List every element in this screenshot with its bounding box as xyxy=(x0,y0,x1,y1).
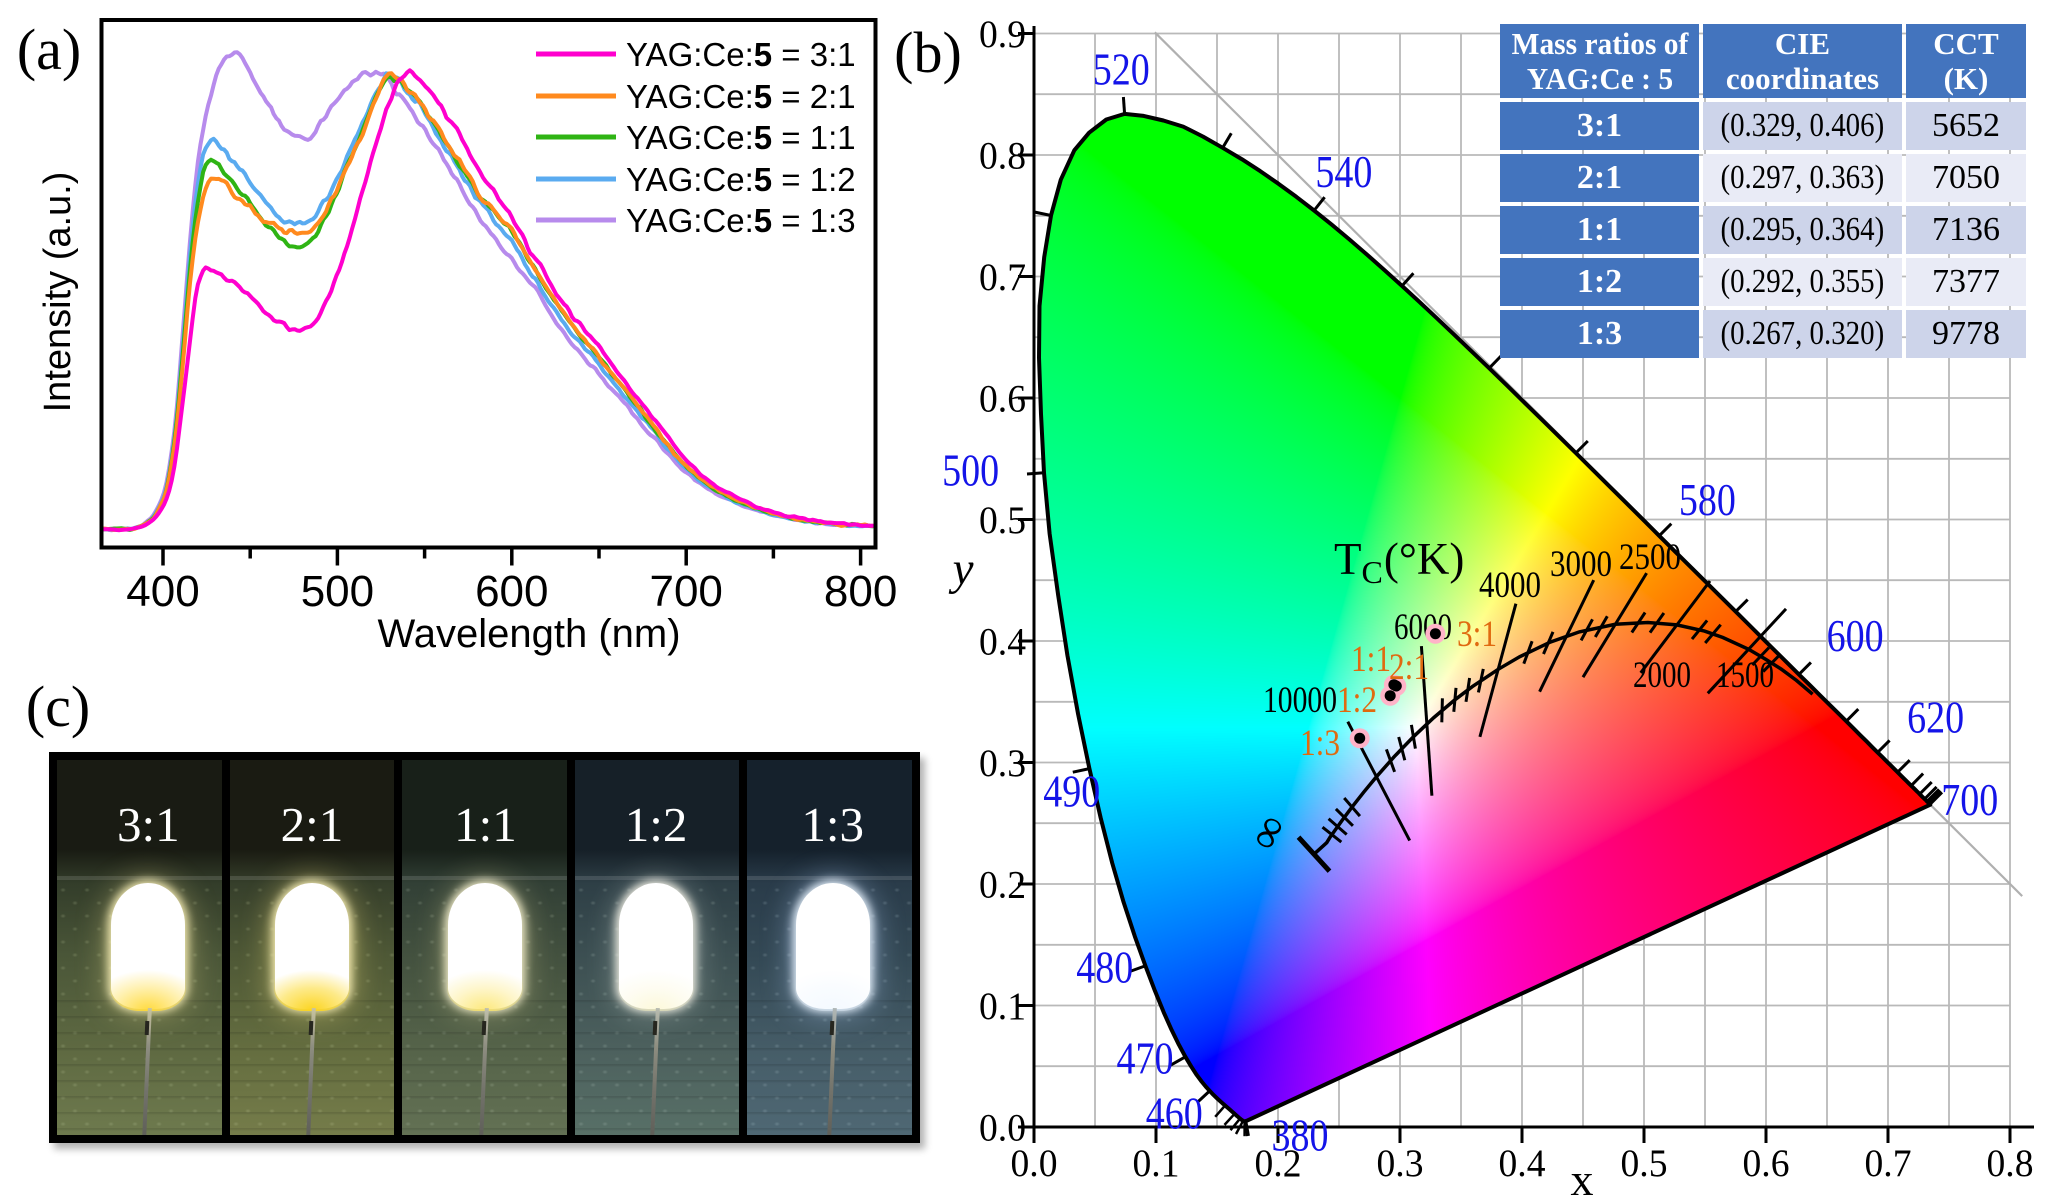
svg-text:3000: 3000 xyxy=(1550,544,1612,585)
svg-text:540: 540 xyxy=(1315,146,1372,197)
svg-text:0.0: 0.0 xyxy=(1011,1142,1058,1185)
svg-text:y: y xyxy=(949,543,974,595)
svg-text:x: x xyxy=(1571,1154,1594,1204)
svg-text:490: 490 xyxy=(1043,765,1100,816)
svg-text:0.8: 0.8 xyxy=(1987,1142,2034,1185)
svg-text:0.3: 0.3 xyxy=(979,742,1026,785)
svg-text:0.9: 0.9 xyxy=(979,13,1026,56)
svg-text:700: 700 xyxy=(1941,774,1998,825)
svg-text:500: 500 xyxy=(301,567,374,616)
svg-text:2000: 2000 xyxy=(1633,655,1691,696)
svg-text:0.1: 0.1 xyxy=(1133,1142,1180,1185)
svg-text:10000: 10000 xyxy=(1263,680,1337,721)
svg-text:0.4: 0.4 xyxy=(979,621,1026,664)
svg-text:470: 470 xyxy=(1117,1033,1174,1084)
svg-text:2500: 2500 xyxy=(1619,537,1681,578)
svg-text:500: 500 xyxy=(942,445,999,496)
svg-text:0.2: 0.2 xyxy=(1255,1142,1302,1185)
svg-text:480: 480 xyxy=(1076,942,1133,993)
svg-text:1500: 1500 xyxy=(1716,655,1774,696)
svg-text:0.0: 0.0 xyxy=(979,1107,1026,1150)
svg-text:0.5: 0.5 xyxy=(979,499,1026,542)
svg-text:520: 520 xyxy=(1093,44,1150,95)
svg-text:YAG:Ce:5 = 1:1: YAG:Ce:5 = 1:1 xyxy=(626,119,856,156)
svg-text:TC(°K): TC(°K) xyxy=(1334,534,1464,590)
svg-text:800: 800 xyxy=(824,567,897,616)
svg-text:1:2: 1:2 xyxy=(1337,680,1377,721)
svg-text:0.3: 0.3 xyxy=(1377,1142,1424,1185)
svg-text:600: 600 xyxy=(475,567,548,616)
svg-text:2:1: 2:1 xyxy=(1389,647,1429,688)
svg-text:(a): (a) xyxy=(17,17,81,82)
svg-text:3:1: 3:1 xyxy=(1457,614,1497,655)
svg-text:1:3: 1:3 xyxy=(1300,723,1340,764)
svg-text:0.2: 0.2 xyxy=(979,864,1026,907)
svg-text:YAG:Ce:5 = 3:1: YAG:Ce:5 = 3:1 xyxy=(626,36,856,73)
svg-text:YAG:Ce:5 = 1:2: YAG:Ce:5 = 1:2 xyxy=(626,161,856,198)
svg-text:Intensity (a.u.): Intensity (a.u.) xyxy=(37,172,79,413)
svg-text:Wavelength (nm): Wavelength (nm) xyxy=(377,612,680,656)
svg-text:0.7: 0.7 xyxy=(979,256,1026,299)
svg-text:4000: 4000 xyxy=(1479,565,1541,606)
svg-text:0.8: 0.8 xyxy=(979,135,1026,178)
svg-text:580: 580 xyxy=(1679,474,1736,525)
svg-text:1:1: 1:1 xyxy=(1351,639,1391,680)
svg-text:0.6: 0.6 xyxy=(1743,1142,1790,1185)
svg-text:∞: ∞ xyxy=(1237,806,1297,858)
svg-text:YAG:Ce:5 = 2:1: YAG:Ce:5 = 2:1 xyxy=(626,78,856,115)
svg-text:0.4: 0.4 xyxy=(1499,1142,1546,1185)
svg-text:0.1: 0.1 xyxy=(979,985,1026,1028)
svg-text:620: 620 xyxy=(1907,691,1964,742)
svg-text:0.5: 0.5 xyxy=(1621,1142,1668,1185)
svg-text:460: 460 xyxy=(1146,1087,1203,1138)
svg-text:0.6: 0.6 xyxy=(979,378,1026,421)
svg-text:600: 600 xyxy=(1827,610,1884,661)
svg-text:6000: 6000 xyxy=(1394,607,1452,648)
svg-text:400: 400 xyxy=(126,567,199,616)
svg-text:0.7: 0.7 xyxy=(1865,1142,1912,1185)
svg-text:(b): (b) xyxy=(894,20,962,85)
svg-text:700: 700 xyxy=(649,567,722,616)
svg-text:YAG:Ce:5 = 1:3: YAG:Ce:5 = 1:3 xyxy=(626,202,856,239)
svg-text:380: 380 xyxy=(1272,1109,1329,1160)
